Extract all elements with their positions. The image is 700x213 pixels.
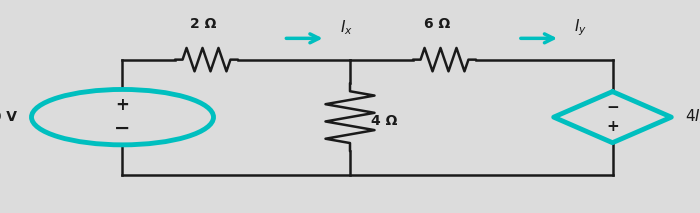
Text: $I_y$: $I_y$: [574, 17, 587, 38]
Text: +: +: [606, 119, 619, 134]
Text: $4I_x$: $4I_x$: [685, 108, 700, 127]
Text: 2 Ω: 2 Ω: [190, 17, 216, 32]
Text: 10 V: 10 V: [0, 110, 18, 124]
Text: −: −: [114, 119, 131, 138]
Text: +: +: [116, 96, 130, 114]
Text: 4 Ω: 4 Ω: [371, 114, 398, 128]
Text: −: −: [606, 100, 619, 115]
Text: $I_x$: $I_x$: [340, 18, 352, 37]
Text: 6 Ω: 6 Ω: [424, 17, 451, 32]
